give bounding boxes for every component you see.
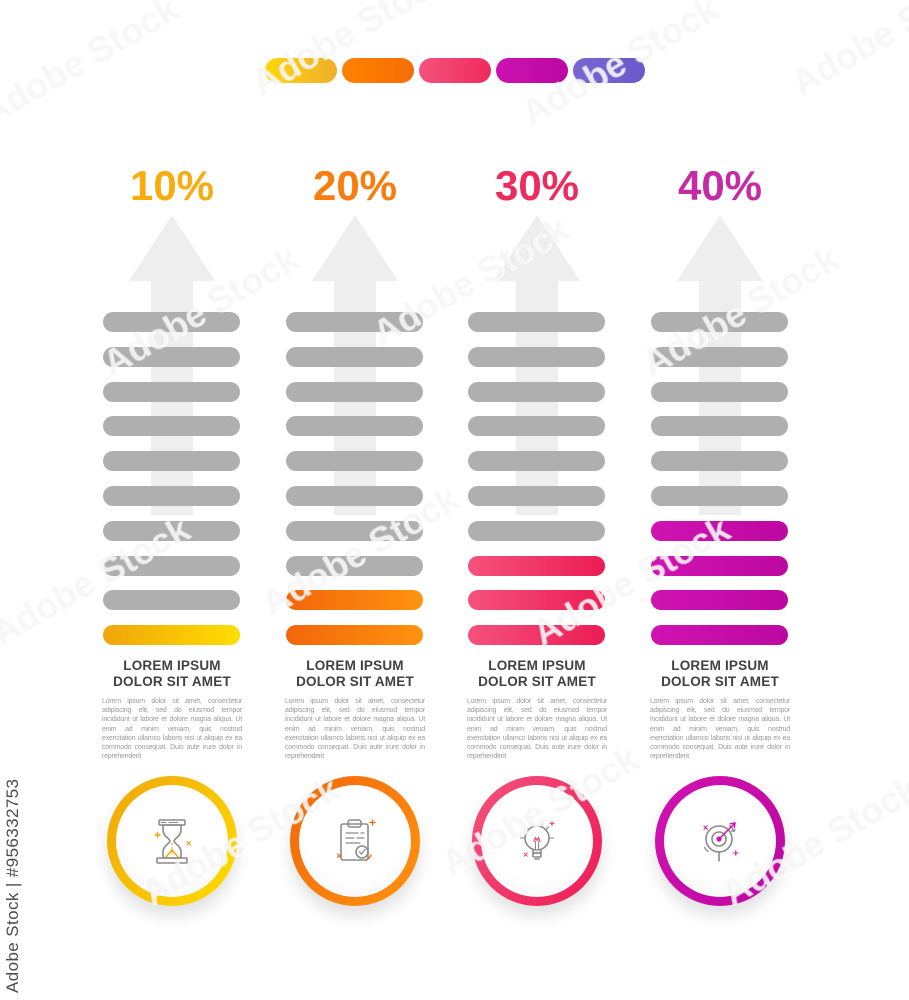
gray-bar [468,486,605,506]
column-heading: LOREM IPSUM DOLOR SIT AMET [643,658,797,689]
colored-bar [468,555,605,576]
gray-bar [103,346,240,367]
heading-line-2: DOLOR SIT AMET [661,673,779,689]
bar-stack [95,0,249,1000]
gray-bar [286,381,423,402]
gray-bar [651,381,788,402]
legend-pill-row [265,58,645,83]
gray-bar [468,381,605,402]
percent-label: 40% [677,162,763,209]
gray-bar [468,346,605,367]
colored-bar [103,625,240,646]
icon-circle-inner [116,785,228,897]
legend-pill-pink [419,58,491,83]
gray-bar [103,520,240,541]
column-description: Lorem ipsum dolor sit amet, consectetur … [285,698,425,761]
gray-bar [286,312,423,332]
heading-line-2: DOLOR SIT AMET [296,673,414,689]
heading-line-1: LOREM IPSUM [306,658,404,673]
legend-pill-yellow [265,58,337,83]
heading-line-2: DOLOR SIT AMET [478,673,596,689]
colored-bar [286,625,423,646]
colored-bar [651,555,788,576]
gray-bar [651,486,788,506]
heading-line-1: LOREM IPSUM [671,658,769,673]
column-30-percent: 30% LOREM IPSUM DOLOR SIT AMET Lorem ips… [460,0,614,1000]
icon-circle [655,776,785,906]
gray-bar [286,486,423,506]
gray-bar [103,555,240,576]
gray-bar [651,451,788,472]
adobe-stock-watermark: Adobe Stock [784,0,909,104]
column-description: Lorem ipsum dolor sit amet, consectetur … [650,698,790,761]
bar-stack [460,0,614,1000]
gray-bar [286,416,423,437]
column-heading: LOREM IPSUM DOLOR SIT AMET [278,658,432,689]
bar-stack [278,0,432,1000]
legend-pill-orange [342,58,414,83]
heading-line-2: DOLOR SIT AMET [113,673,231,689]
gray-bar [103,312,240,332]
colored-bar [651,625,788,646]
colored-bar [286,590,423,611]
legend-pill-purple [573,58,645,83]
percent-label: 30% [494,162,580,209]
legend-pill-magenta [496,58,568,83]
column-description: Lorem ipsum dolor sit amet, consectetur … [467,698,607,761]
gray-bar [286,451,423,472]
icon-circle-inner [299,785,411,897]
icon-circle [107,776,237,906]
column-heading: LOREM IPSUM DOLOR SIT AMET [460,658,614,689]
gray-bar [468,520,605,541]
colored-bar [651,520,788,541]
icon-circle [472,776,602,906]
column-20-percent: 20% LOREM IPSUM DOLOR SIT AMET Lorem ips… [278,0,432,1000]
gray-bar [286,555,423,576]
gray-bar [651,312,788,332]
heading-line-1: LOREM IPSUM [488,658,586,673]
gray-bar [651,346,788,367]
gray-bar [103,451,240,472]
column-10-percent: 10% LOREM IPSUM DOLOR SIT AMET Lorem ips… [95,0,249,1000]
lightbulb-icon [519,820,555,860]
gray-bar [103,486,240,506]
gray-bar [651,416,788,437]
bar-stack [643,0,797,1000]
gray-bar [286,346,423,367]
hourglass-icon [154,819,192,864]
column-40-percent: 40% LOREM IPSUM DOLOR SIT AMET Lorem ips… [643,0,797,1000]
column-description: Lorem ipsum dolor sit amet, consectetur … [102,698,242,761]
colored-bar [468,625,605,646]
gray-bar [286,520,423,541]
gray-bar [103,590,240,611]
percent-label: 10% [129,162,215,209]
stock-id-watermark: Adobe Stock | #956332753 [3,778,22,993]
gray-bar [468,451,605,472]
gray-bar [468,312,605,332]
icon-circle [290,776,420,906]
heading-line-1: LOREM IPSUM [123,658,221,673]
gray-bar [103,416,240,437]
colored-bar [468,590,605,611]
colored-bar [651,590,788,611]
gray-bar [468,416,605,437]
column-heading: LOREM IPSUM DOLOR SIT AMET [95,658,249,689]
gray-bar [103,381,240,402]
clipboard-icon [336,819,376,861]
percent-label: 20% [312,162,398,209]
target-icon [703,822,739,862]
